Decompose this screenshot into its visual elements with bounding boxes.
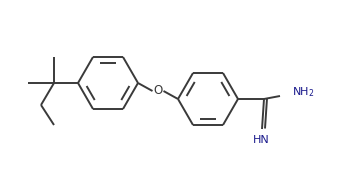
Text: O: O <box>153 84 163 97</box>
Text: NH$_2$: NH$_2$ <box>292 85 315 99</box>
Text: HN: HN <box>253 135 270 145</box>
